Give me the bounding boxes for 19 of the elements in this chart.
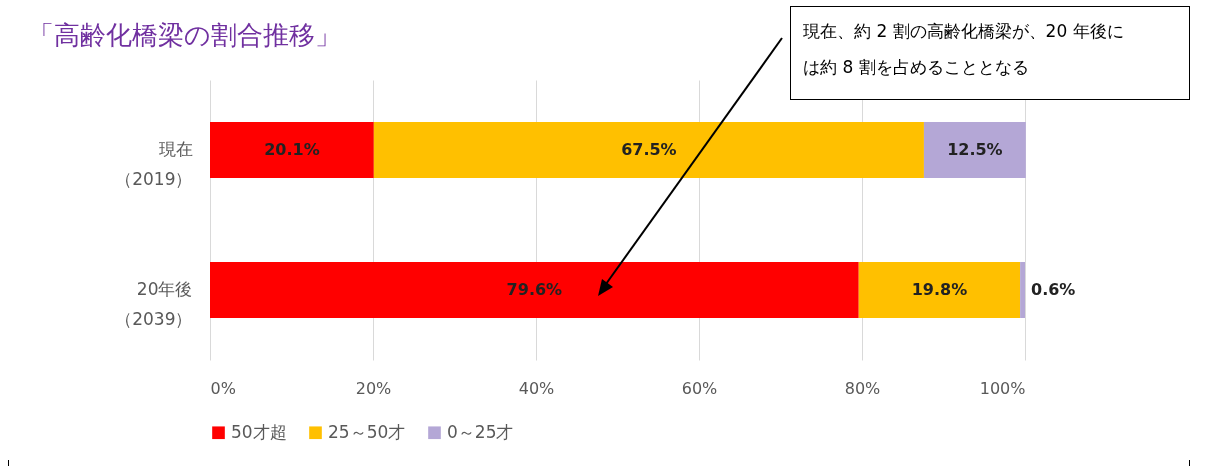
data-label: 20.1% <box>264 140 320 159</box>
x-tick-label: 40% <box>518 378 555 398</box>
data-label: 79.6% <box>506 280 563 299</box>
x-tick-label: 80% <box>844 378 881 398</box>
legend-label: 0～25才 <box>447 421 514 442</box>
x-tick-label: 20% <box>355 378 392 398</box>
x-tick-label: 0% <box>210 378 236 398</box>
y-tick-label: 現在（2019） <box>115 139 193 189</box>
data-label: 67.5% <box>621 140 677 159</box>
data-label: 12.5% <box>947 140 1003 159</box>
data-label: 19.8% <box>911 280 968 299</box>
legend-label: 25～50才 <box>328 421 406 442</box>
legend-label: 50才超 <box>231 421 287 442</box>
chart-title: 「高齢化橋梁の割合推移」 <box>28 19 341 52</box>
x-tick-label: 100% <box>979 378 1026 398</box>
y-tick-label: 20年後（2039） <box>115 279 193 329</box>
callout-box: 現在、約 2 割の高齢化橋梁が、20 年後には約 8 割を占めることとなる <box>790 6 1190 100</box>
x-tick-label: 60% <box>681 378 718 398</box>
data-label: 0.6% <box>1031 280 1076 299</box>
